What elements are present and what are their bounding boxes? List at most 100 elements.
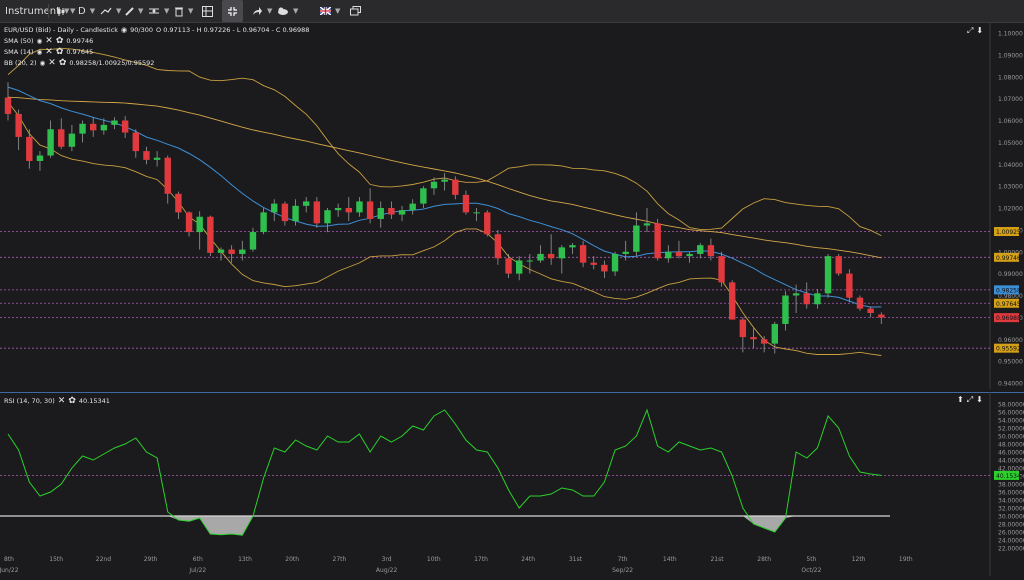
candle[interactable] (537, 245, 544, 263)
theme-menu[interactable]: ▼ (276, 0, 298, 22)
close-icon[interactable]: ✕ (57, 396, 66, 406)
instrument-menu[interactable]: Instrument ▼ (5, 0, 69, 22)
gear-icon[interactable]: ✿ (55, 36, 64, 46)
candle[interactable] (334, 203, 342, 217)
candle[interactable] (771, 321, 778, 354)
candle[interactable] (217, 247, 225, 261)
close-icon[interactable]: ✕ (45, 36, 53, 46)
timeframe-menu[interactable]: D ▼ (78, 0, 95, 22)
candle[interactable] (718, 251, 725, 287)
candle[interactable] (516, 256, 523, 281)
candle[interactable] (47, 120, 54, 158)
candle[interactable] (505, 253, 512, 278)
candle[interactable] (196, 211, 203, 250)
candle[interactable] (90, 117, 97, 137)
candle[interactable] (292, 199, 299, 226)
candle[interactable] (792, 284, 800, 313)
crosshair-button[interactable] (222, 0, 243, 22)
candle[interactable] (207, 215, 214, 257)
candle[interactable] (185, 211, 193, 237)
share-menu[interactable]: ▼ (252, 0, 272, 22)
candle[interactable] (58, 118, 65, 149)
candle[interactable] (547, 234, 555, 265)
arrow-down-icon[interactable]: ⬇ (976, 395, 983, 404)
candle[interactable] (356, 197, 363, 217)
candle[interactable] (665, 245, 672, 263)
candle[interactable] (494, 229, 502, 265)
candle[interactable] (303, 197, 310, 213)
candle[interactable] (579, 240, 587, 268)
candle[interactable] (867, 306, 874, 318)
candle[interactable] (526, 253, 534, 274)
new-window-button[interactable] (350, 0, 361, 22)
candle[interactable] (601, 260, 608, 279)
candle[interactable] (79, 120, 86, 143)
candle[interactable] (143, 146, 150, 165)
candle[interactable] (760, 335, 768, 353)
candle[interactable] (739, 317, 747, 353)
rsi-chart[interactable]: 58.0000056.0000054.0000052.0000050.00000… (0, 392, 1024, 576)
candle[interactable] (675, 240, 683, 259)
candle[interactable] (814, 288, 821, 309)
candle[interactable] (324, 208, 331, 233)
candle[interactable] (452, 176, 459, 200)
arrow-up-icon[interactable]: ⬆ (957, 395, 964, 404)
eye-icon[interactable]: ◉ (121, 26, 128, 34)
candle[interactable] (558, 245, 565, 274)
candle[interactable] (281, 201, 289, 226)
close-icon[interactable]: ✕ (45, 47, 53, 57)
gear-icon[interactable]: ✿ (58, 58, 67, 68)
price-chart-pane[interactable]: 1.10000 1.09000 1.08000 1.07000 1.06000 1.050… (0, 23, 1024, 389)
candle[interactable] (377, 201, 384, 228)
candle[interactable] (611, 251, 619, 276)
arrow-down-icon[interactable]: ⬇ (976, 26, 984, 35)
candle[interactable] (111, 117, 118, 130)
candle[interactable] (622, 240, 629, 261)
eye-icon[interactable]: ◉ (39, 59, 46, 67)
candle[interactable] (132, 129, 139, 158)
candle[interactable] (729, 280, 736, 320)
candle[interactable] (228, 245, 235, 263)
candle[interactable] (473, 208, 480, 222)
close-icon[interactable]: ✕ (48, 58, 56, 68)
candle[interactable] (462, 190, 470, 215)
candle[interactable] (697, 243, 704, 259)
candle[interactable] (260, 208, 267, 235)
candle[interactable] (441, 173, 448, 191)
candle[interactable] (654, 218, 661, 261)
candle[interactable] (878, 312, 885, 324)
candle[interactable] (409, 199, 416, 215)
candle[interactable] (239, 240, 246, 261)
candle[interactable] (856, 295, 864, 311)
candle[interactable] (15, 109, 22, 151)
candle[interactable] (824, 253, 832, 298)
drawing-tools-menu[interactable]: ▼ (100, 0, 121, 22)
candle[interactable] (164, 155, 171, 204)
candle[interactable] (633, 212, 640, 257)
candle[interactable] (153, 151, 161, 167)
candle[interactable] (345, 197, 352, 222)
candle[interactable] (271, 199, 278, 222)
candle[interactable] (707, 238, 715, 261)
analysis-tools-menu[interactable]: ▼ (148, 0, 169, 22)
expand-icon[interactable]: ⤢ (966, 395, 974, 404)
candle[interactable] (803, 282, 810, 309)
candle[interactable] (313, 197, 321, 228)
candle[interactable] (26, 129, 33, 169)
candle[interactable] (782, 291, 789, 331)
gear-icon[interactable]: ✿ (55, 47, 64, 57)
candle[interactable] (484, 210, 491, 237)
candle[interactable] (398, 205, 406, 222)
eye-icon[interactable]: ◉ (36, 48, 43, 56)
candle[interactable] (249, 227, 257, 252)
candle[interactable] (4, 82, 12, 121)
delete-menu[interactable]: ▼ (174, 0, 193, 22)
rsi-pane[interactable]: 58.00000 56.00000 54.00000 52.00000 50.00000… (0, 392, 1024, 576)
candle[interactable] (835, 253, 842, 276)
eye-icon[interactable]: ◉ (36, 37, 43, 45)
candle[interactable] (643, 208, 651, 233)
expand-icon[interactable]: ⤢ (967, 26, 974, 35)
layout-button[interactable] (202, 0, 213, 22)
candle[interactable] (420, 186, 427, 208)
candle[interactable] (68, 124, 76, 152)
